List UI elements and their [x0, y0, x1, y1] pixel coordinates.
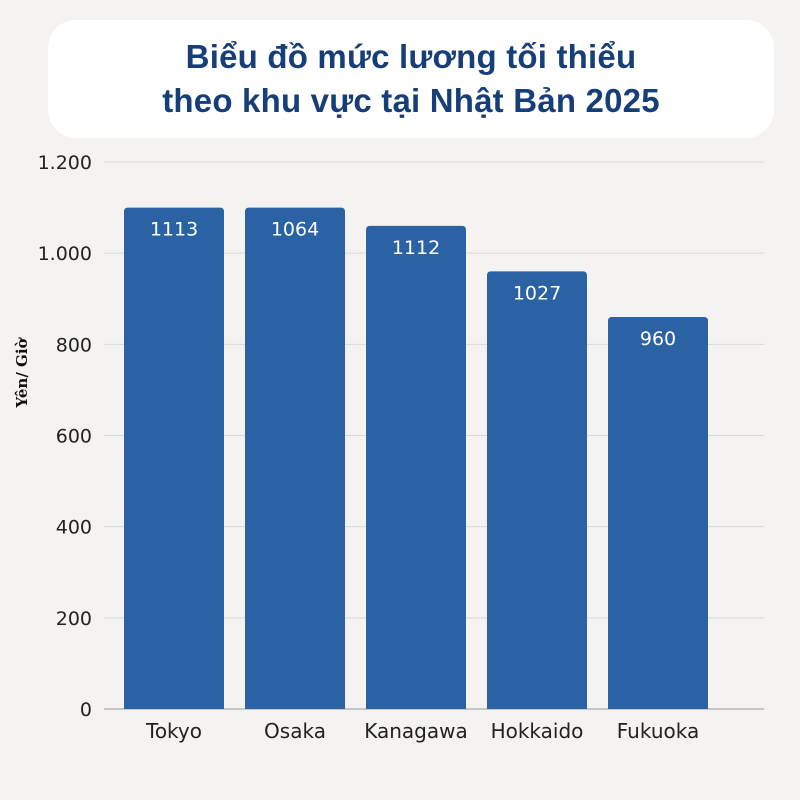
y-tick-label: 400: [56, 517, 92, 539]
bar-data-label: 1064: [271, 219, 319, 241]
bar: [487, 271, 587, 709]
bar: [608, 316, 708, 709]
y-axis-label: Yên/ Giờ: [13, 336, 31, 408]
bar: [245, 207, 345, 710]
chart-title-line-1: Biểu đồ mức lương tối thiểu: [185, 38, 637, 75]
bar: [366, 225, 466, 710]
bar-data-label: 1112: [392, 237, 440, 259]
bar-data-label: 1027: [513, 282, 561, 304]
bar-data-label: 1113: [150, 219, 198, 241]
y-tick-label: 800: [56, 334, 92, 356]
y-tick-label: 1.000: [38, 243, 92, 265]
y-tick-label: 200: [56, 608, 92, 630]
x-tick-label: Hokkaido: [491, 719, 584, 743]
y-tick-label: 600: [56, 426, 92, 448]
x-tick-label: Kanagawa: [364, 719, 468, 743]
bar-data-label: 960: [640, 328, 676, 350]
x-tick-label: Osaka: [264, 719, 326, 743]
chart-title-line-2: theo khu vực tại Nhật Bản 2025: [162, 82, 660, 119]
x-tick-label: Fukuoka: [617, 719, 699, 743]
chart-title-card: Biểu đồ mức lương tối thiểu theo khu vực…: [48, 20, 774, 138]
x-tick-label: Tokyo: [145, 719, 202, 743]
bar: [124, 207, 224, 710]
y-tick-label: 0: [80, 699, 92, 721]
y-tick-label: 1.200: [38, 152, 92, 174]
